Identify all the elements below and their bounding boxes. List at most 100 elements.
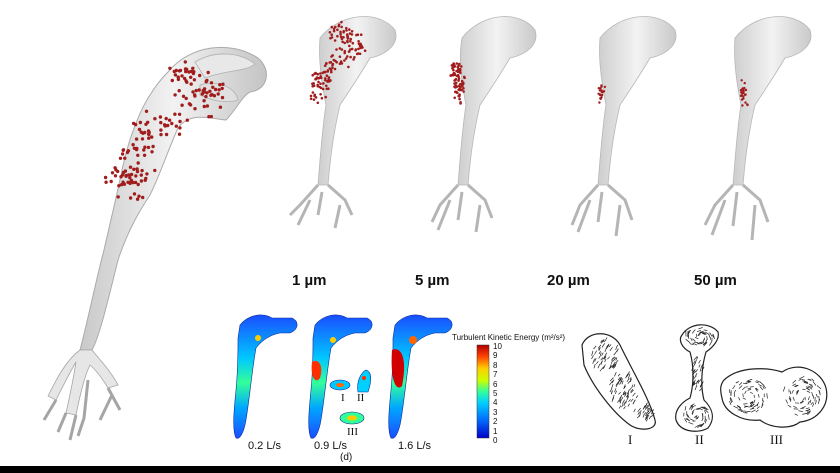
vector-arrow bbox=[693, 415, 697, 418]
particle-dot bbox=[330, 25, 334, 29]
vector-arrow bbox=[691, 367, 694, 371]
particle-dot bbox=[331, 63, 334, 67]
particle-dot bbox=[348, 28, 351, 31]
particle-dot bbox=[458, 97, 461, 101]
particle-dot bbox=[323, 64, 327, 67]
particle-dot bbox=[454, 86, 457, 89]
particle-dot bbox=[339, 60, 343, 63]
vector-arrow bbox=[696, 408, 701, 410]
particle-dot bbox=[197, 88, 201, 92]
vector-arrow bbox=[688, 421, 694, 425]
particle-dot bbox=[114, 168, 118, 172]
particle-dot bbox=[599, 87, 602, 90]
vector-arrow bbox=[693, 356, 698, 361]
particle-dot bbox=[460, 79, 464, 83]
large-airway-model bbox=[42, 46, 267, 441]
section-label-small-i: I bbox=[341, 392, 345, 404]
particle-dot bbox=[345, 29, 348, 32]
vector-arrow bbox=[621, 399, 625, 404]
particle-dot bbox=[357, 47, 360, 51]
particle-dot bbox=[177, 112, 182, 117]
vector-arrow bbox=[699, 331, 704, 333]
colorbar-title: Turbulent Kinetic Energy (m²/s²) bbox=[452, 333, 566, 342]
particle-dot bbox=[209, 93, 213, 98]
vector-arrow bbox=[692, 369, 696, 374]
vector-arrow bbox=[620, 395, 622, 399]
vector-arrow bbox=[704, 419, 708, 424]
particle-dot bbox=[743, 81, 746, 85]
particle-dot bbox=[218, 105, 223, 109]
particle-dot bbox=[319, 93, 322, 96]
vector-arrow bbox=[699, 423, 704, 427]
particle-dot bbox=[325, 62, 328, 65]
vector-arrow bbox=[751, 409, 756, 413]
particle-dot bbox=[126, 149, 131, 153]
vector-arrow bbox=[630, 389, 634, 394]
particle-dot bbox=[333, 67, 337, 71]
particle-dot bbox=[597, 87, 600, 90]
vector-arrow bbox=[754, 387, 758, 392]
particle-dot bbox=[205, 91, 209, 95]
vector-arrow bbox=[689, 343, 694, 346]
particle-dot bbox=[462, 87, 465, 90]
vector-arrow bbox=[729, 398, 732, 404]
particle-dot bbox=[184, 96, 188, 101]
particle-dot bbox=[127, 173, 131, 177]
vector-arrow bbox=[691, 329, 696, 334]
particle-dot bbox=[123, 169, 128, 173]
particle-dot bbox=[600, 93, 604, 97]
vector-arrow bbox=[738, 408, 743, 411]
particle-dot bbox=[191, 90, 195, 94]
particle-dot bbox=[317, 80, 320, 84]
vector-arrow bbox=[623, 385, 626, 389]
vector-arrow bbox=[695, 415, 698, 419]
colorbar-tick: 7 bbox=[493, 370, 498, 380]
particle-dot bbox=[131, 180, 135, 185]
vector-arrow bbox=[706, 335, 708, 340]
particle-dot bbox=[346, 39, 349, 43]
colorbar-tick: 8 bbox=[493, 360, 498, 370]
vector-arrow bbox=[704, 409, 709, 413]
vector-arrow bbox=[794, 413, 798, 416]
vector-arrow bbox=[795, 384, 799, 388]
colorbar-tick: 9 bbox=[493, 351, 498, 361]
particle-dot bbox=[110, 171, 115, 175]
particle-dot bbox=[347, 65, 350, 69]
particle-dot bbox=[136, 153, 140, 157]
particle-dot bbox=[343, 41, 347, 45]
particle-dot bbox=[170, 78, 174, 83]
vector-arrow bbox=[700, 332, 705, 334]
vector-arrow bbox=[644, 402, 648, 408]
vector-arrow bbox=[703, 406, 709, 411]
vector-arrow bbox=[645, 418, 649, 422]
vector-arrow bbox=[696, 416, 700, 420]
vector-arrow bbox=[597, 363, 601, 369]
particle-dot bbox=[330, 36, 334, 39]
particle-dot bbox=[150, 150, 154, 154]
flow-rate-label-0p2: 0.2 L/s bbox=[248, 440, 282, 452]
vector-arrow bbox=[709, 336, 712, 340]
vector-arrow bbox=[592, 358, 595, 364]
particle-dot bbox=[209, 114, 213, 119]
particle-dot bbox=[338, 47, 342, 50]
particle-dot bbox=[140, 168, 144, 173]
vector-arrow bbox=[798, 378, 802, 381]
vector-arrow bbox=[701, 332, 706, 336]
vector-arrow bbox=[741, 387, 746, 391]
particle-dot bbox=[211, 85, 215, 90]
vector-arrow bbox=[732, 385, 736, 390]
vector-arrow bbox=[626, 395, 630, 401]
particle-dot bbox=[746, 103, 749, 107]
particle-dot bbox=[139, 173, 143, 177]
particle-dot bbox=[202, 88, 206, 92]
particle-dot bbox=[104, 180, 108, 184]
airway-model-20um bbox=[570, 16, 677, 237]
vector-arrow bbox=[755, 381, 759, 384]
particle-dot bbox=[312, 82, 316, 85]
colorbar-tick: 6 bbox=[493, 379, 498, 389]
particle-dot bbox=[338, 55, 342, 58]
particle-dot bbox=[462, 75, 466, 79]
vector-arrow bbox=[747, 379, 753, 381]
vector-arrow bbox=[815, 393, 818, 398]
particle-dot bbox=[180, 74, 184, 78]
